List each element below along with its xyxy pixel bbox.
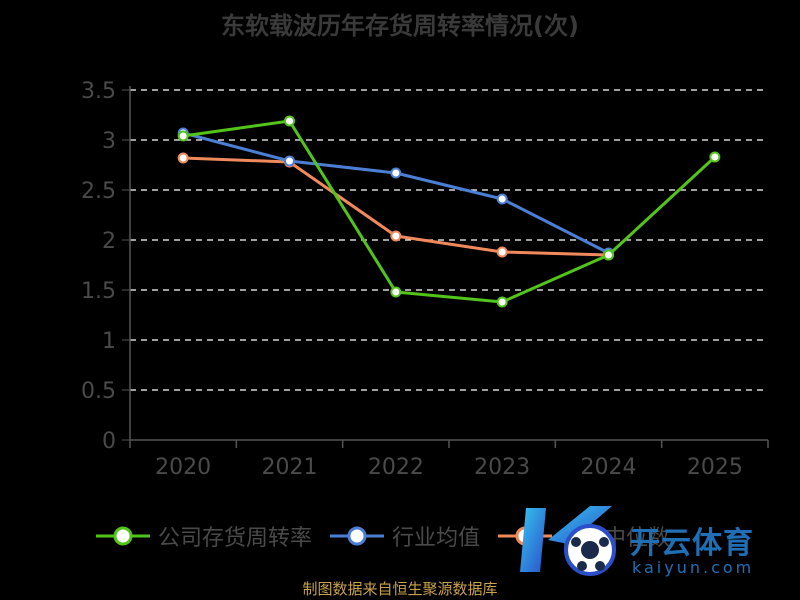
x-tick-label: 2021: [262, 455, 318, 480]
watermark-k-icon: [520, 506, 616, 576]
data-point[interactable]: [496, 296, 508, 308]
x-tick-label: 2022: [368, 455, 424, 480]
data-point[interactable]: [177, 130, 189, 142]
x-tick-label: 2020: [155, 455, 211, 480]
data-point[interactable]: [284, 155, 295, 167]
data-point[interactable]: [284, 115, 295, 127]
x-tick-label: 2025: [687, 455, 743, 480]
x-tick-label: 2023: [474, 455, 530, 480]
data-point[interactable]: [603, 249, 614, 261]
x-tick-label: 2024: [581, 455, 637, 480]
data-point[interactable]: [390, 230, 402, 242]
y-tick-label: 2: [102, 229, 116, 254]
legend-label-industry-mean: 行业均值: [392, 526, 481, 551]
series-layer: [177, 115, 721, 308]
y-tick-label: 0.5: [81, 379, 116, 404]
legend-swatch-industry-mean: [330, 526, 385, 546]
legend-swatch-company: [96, 526, 150, 546]
chart-title: 东软载波历年存货周转率情况(次): [221, 12, 579, 40]
y-tick-label: 3: [102, 129, 116, 154]
y-tick-label: 0: [102, 429, 116, 454]
y-tick-label: 3.5: [81, 79, 116, 104]
grid-layer: [130, 89, 768, 391]
watermark-subtext: kaiyun.com: [632, 558, 755, 577]
data-point[interactable]: [177, 152, 189, 164]
y-tick-label: 2.5: [81, 179, 116, 204]
watermark-logo: 开云体育 kaiyun.com: [512, 500, 792, 590]
source-note: 制图数据来自恒生聚源数据库: [302, 580, 498, 598]
data-point[interactable]: [390, 167, 402, 179]
y-tick-label: 1.5: [81, 279, 116, 304]
legend-label-company: 公司存货周转率: [158, 526, 313, 551]
data-point[interactable]: [390, 286, 402, 298]
watermark-text: 开云体育: [630, 526, 754, 561]
axis-layer: 0 0.5 1 1.5 2 2.5 3 3.5 2020 2021 2022 2023 2024 2025: [81, 79, 769, 480]
y-tick-label: 1: [102, 329, 116, 354]
data-point[interactable]: [709, 151, 721, 163]
data-point[interactable]: [496, 246, 508, 258]
legend-item-industry-mean[interactable]: 行业均值: [330, 520, 480, 552]
data-point[interactable]: [496, 193, 508, 205]
legend: 公司存货周转率 行业均值 行业中位数: [96, 520, 670, 552]
legend-item-company[interactable]: 公司存货周转率: [96, 520, 312, 552]
series-line-0: [182, 119, 716, 304]
